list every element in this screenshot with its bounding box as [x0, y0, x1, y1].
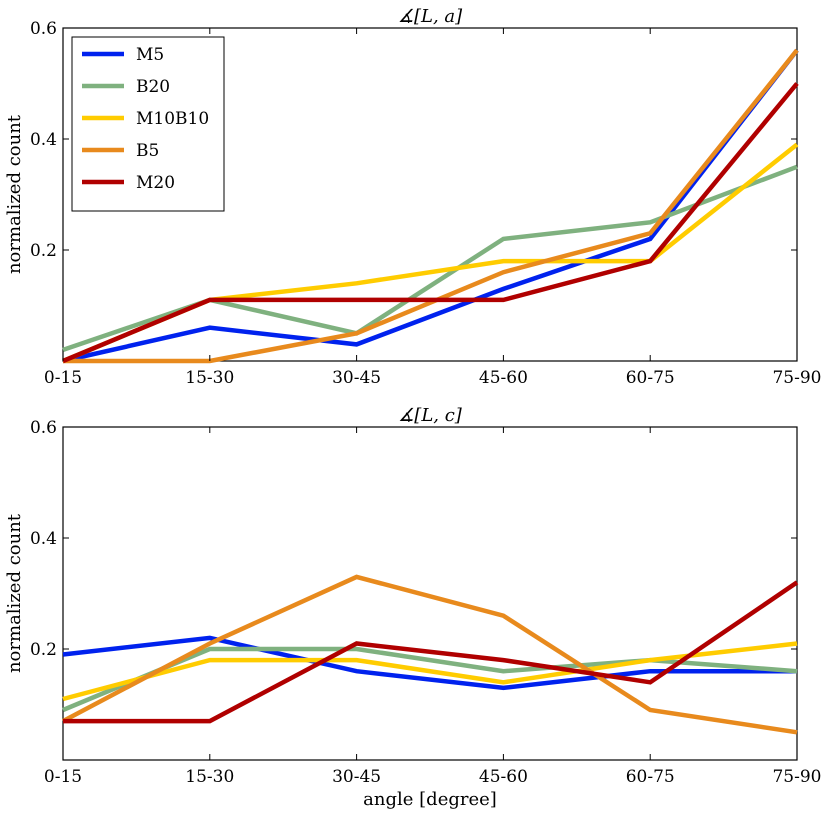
x-axis-label: angle [degree]: [363, 789, 497, 810]
chart-title: ∡[L, a]: [398, 6, 463, 27]
x-tick-label: 75-90: [772, 767, 821, 787]
x-tick-label: 30-45: [332, 368, 381, 388]
x-tick-label: 75-90: [772, 368, 821, 388]
x-tick-label: 45-60: [479, 767, 528, 787]
x-tick-label: 0-15: [44, 767, 82, 787]
series-line-m20: [62, 82, 799, 364]
series-line-b5: [61, 574, 798, 735]
legend-label-b5: B5: [136, 141, 159, 161]
panel-top: 0-15 15-30 30-45 45-60 60-75 75-90 0.2 0.4 0.6 no…: [4, 6, 822, 388]
y-tick-label: 0.2: [30, 640, 57, 660]
y-tick-label: 0.4: [30, 529, 57, 549]
x-tick-label: 60-75: [626, 368, 675, 388]
chart-title: ∡[L, c]: [398, 405, 463, 426]
legend-label-m10b10: M10B10: [136, 109, 209, 129]
y-tick-label: 0.6: [30, 418, 57, 438]
plot-frame: [62, 27, 798, 362]
x-tick-label: 30-45: [332, 767, 381, 787]
series-line-m10b10: [62, 641, 798, 702]
y-axis-label: normalized count: [4, 114, 25, 274]
series-line-m5: [62, 635, 797, 691]
panel-bottom: 0-15 15-30 30-45 45-60 60-75 75-90 0.2 0.4 0.6 no…: [4, 405, 822, 810]
legend: M5 B20 M10B10 B5 M20: [71, 36, 225, 212]
legend-label-m5: M5: [136, 45, 164, 65]
series-line-b5: [63, 48, 799, 364]
series-line-m20: [63, 580, 799, 724]
legend-label-b20: B20: [136, 77, 170, 97]
x-tick-label: 45-60: [479, 368, 528, 388]
series-line-b20: [62, 646, 798, 713]
x-tick-label: 60-75: [626, 767, 675, 787]
y-tick-label: 0.2: [30, 241, 57, 261]
y-axis-label: normalized count: [4, 513, 25, 673]
legend-label-m20: M20: [136, 173, 175, 193]
series-line-m5: [62, 48, 799, 364]
y-tick-label: 0.6: [30, 19, 57, 39]
x-tick-label: 15-30: [185, 368, 234, 388]
plot-frame: [62, 426, 798, 761]
y-tick-label: 0.4: [30, 130, 57, 150]
x-tick-label: 0-15: [44, 368, 82, 388]
x-tick-label: 15-30: [185, 767, 234, 787]
